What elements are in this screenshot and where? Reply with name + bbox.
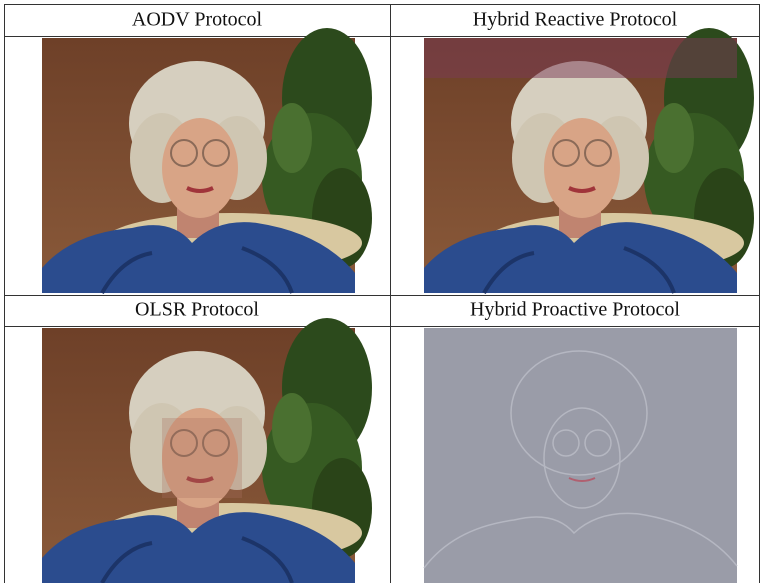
cell-header: OLSR Protocol [135, 299, 259, 321]
cell-header: AODV Protocol [132, 9, 263, 31]
cell-header: Hybrid Proactive Protocol [470, 299, 680, 321]
cell-header: Hybrid Reactive Protocol [473, 9, 678, 31]
frame-image [40, 316, 374, 583]
table-grid [4, 4, 760, 583]
frame-image [40, 26, 374, 295]
frame-image [423, 328, 738, 583]
frame-image [422, 26, 756, 295]
